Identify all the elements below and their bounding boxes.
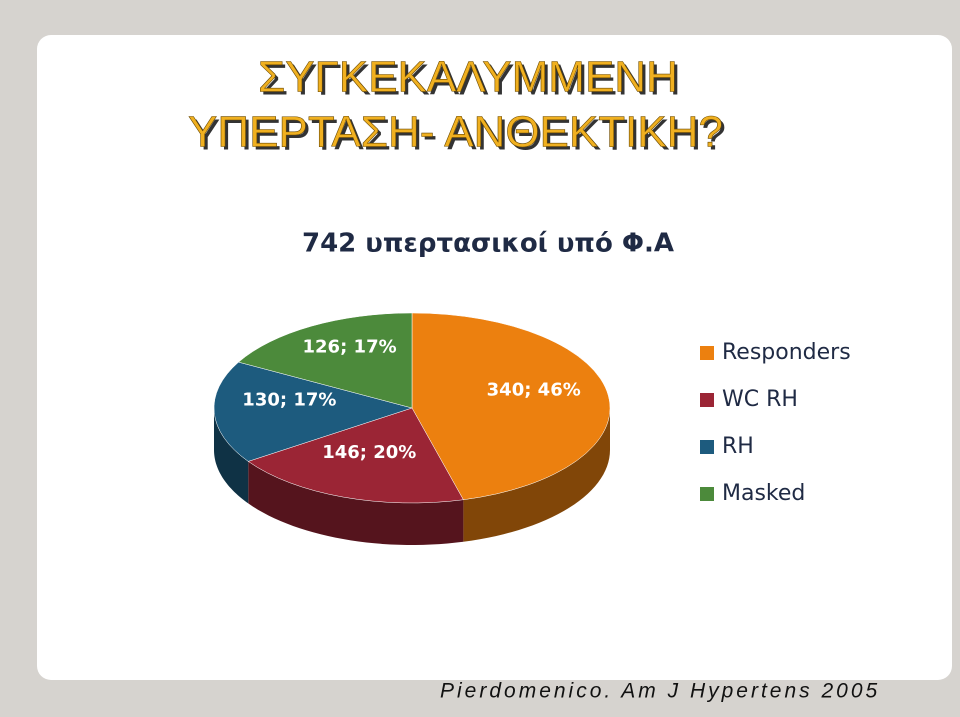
- legend-swatch: [700, 487, 714, 501]
- slice: [247, 407, 464, 504]
- title-line: ΣΥΓΚΕΚΑΛΥΜΜΕΝΗ: [258, 53, 678, 102]
- data-label: 340; 46%: [487, 379, 581, 400]
- legend-swatch: [700, 346, 714, 360]
- legend-swatch: [700, 440, 714, 454]
- legend-label: WC RH: [722, 387, 798, 412]
- slice: [238, 312, 413, 409]
- data-label: 126; 17%: [303, 336, 397, 357]
- title-shadow: ΣΥΓΚΕΚΑΛΥΜΜΕΝΗ: [261, 56, 681, 105]
- slide-title: ΣΥΓΚΕΚΑΛΥΜΜΕΝΗ ΣΥΓΚΕΚΑΛΥΜΜΕΝΗ ΥΠΕΡΤΑΣΗ- …: [188, 52, 726, 160]
- slice-side: [463, 408, 610, 542]
- slice-side: [214, 408, 249, 504]
- legend-label: Masked: [722, 481, 805, 506]
- legend-swatch: [700, 393, 714, 407]
- legend-label: Responders: [722, 340, 851, 365]
- citation: Pierdomenico. Am J Hypertens 2005: [440, 680, 880, 703]
- slice-side: [248, 461, 464, 545]
- slice: [213, 361, 413, 462]
- slice: [411, 312, 611, 501]
- legend-label: RH: [722, 434, 754, 459]
- data-label: 146; 20%: [322, 442, 416, 463]
- chart-title: 742 υπερτασικοί υπό Φ.Α: [302, 229, 674, 259]
- title-shadow: ΥΠΕΡΤΑΣΗ- ΑΝΘΕΚΤΙΚΗ?: [191, 111, 726, 160]
- title-line: ΥΠΕΡΤΑΣΗ- ΑΝΘΕΚΤΙΚΗ?: [188, 108, 723, 157]
- data-label: 130; 17%: [242, 390, 336, 411]
